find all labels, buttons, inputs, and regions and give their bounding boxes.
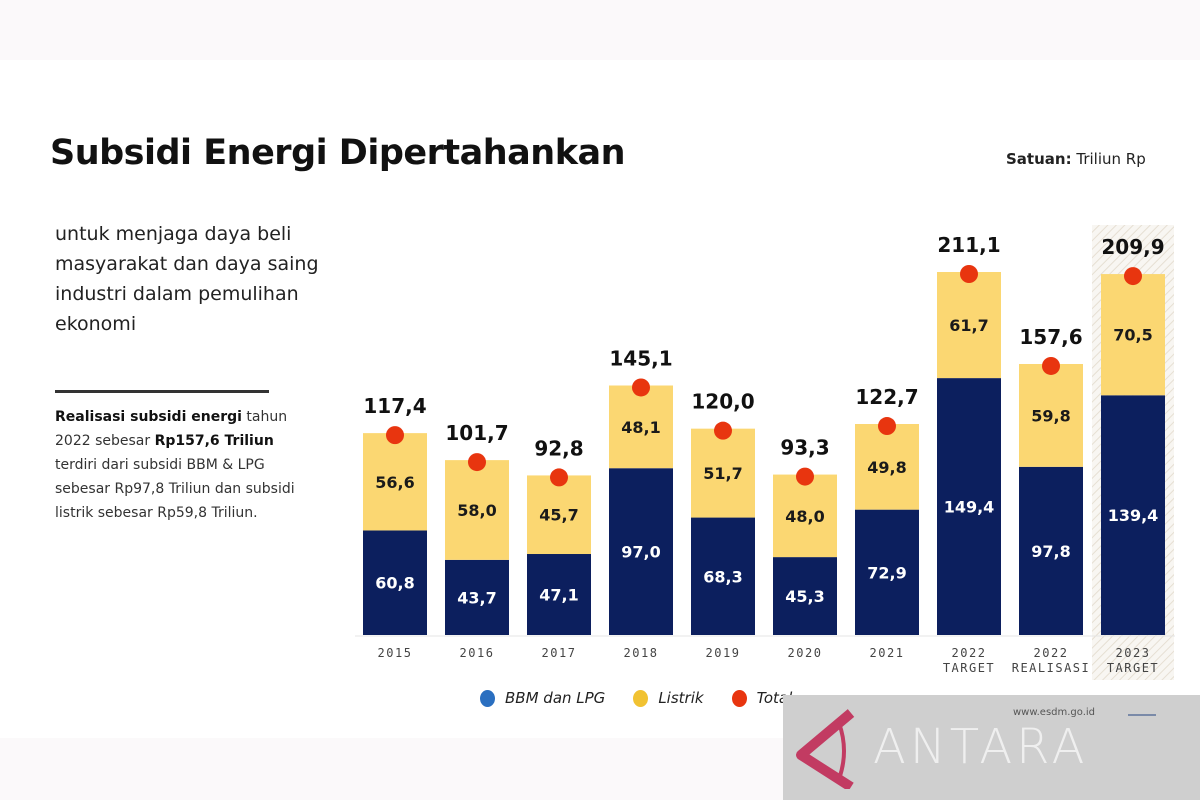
bar-listrik-7 xyxy=(937,272,1001,379)
label-total-1: 101,7 xyxy=(445,421,508,445)
x-tick-label-8-0: 2022 xyxy=(1034,646,1069,660)
x-tick-label-2-0: 2017 xyxy=(542,646,577,660)
summary-note: Realisasi subsidi energi tahun 2022 sebe… xyxy=(55,405,315,525)
total-dot-2 xyxy=(550,468,568,487)
label-bbm-1: 43,7 xyxy=(457,588,496,607)
x-tick-label-0-0: 2015 xyxy=(378,646,413,660)
label-total-3: 145,1 xyxy=(609,346,672,370)
bar-bbm-3 xyxy=(609,468,673,635)
x-tick-label-9-0: 2023 xyxy=(1116,646,1151,660)
label-bbm-8: 97,8 xyxy=(1031,542,1070,561)
label-listrik-6: 49,8 xyxy=(867,458,906,477)
note-bold-1: Realisasi subsidi energi xyxy=(55,409,242,425)
bar-bbm-8 xyxy=(1019,466,1083,635)
label-listrik-3: 48,1 xyxy=(621,418,660,437)
label-total-8: 157,6 xyxy=(1019,325,1082,349)
bar-bbm-5 xyxy=(773,557,837,635)
bar-listrik-0 xyxy=(363,433,427,531)
label-bbm-2: 47,1 xyxy=(539,586,578,605)
label-listrik-4: 51,7 xyxy=(703,464,742,483)
top-band xyxy=(0,0,1200,60)
note-bold-2: Rp157,6 Triliun xyxy=(154,433,274,449)
bar-listrik-4 xyxy=(691,428,755,518)
x-tick-label-6-0: 2021 xyxy=(870,646,905,660)
label-total-7: 211,1 xyxy=(937,233,1000,257)
label-bbm-5: 45,3 xyxy=(785,587,824,606)
label-total-0: 117,4 xyxy=(363,394,426,418)
antara-watermark: ANTARA www.esdm.go.id xyxy=(783,695,1200,800)
label-bbm-9: 139,4 xyxy=(1108,506,1159,525)
label-listrik-8: 59,8 xyxy=(1031,406,1070,425)
label-total-9: 209,9 xyxy=(1101,235,1164,259)
x-tick-label-7-1: TARGET xyxy=(943,661,995,675)
legend-item-listrik: Listrik xyxy=(633,689,704,707)
label-total-2: 92,8 xyxy=(534,436,583,460)
bar-bbm-0 xyxy=(363,530,427,635)
total-dot-0 xyxy=(386,426,404,445)
unit-label: Satuan: Triliun Rp xyxy=(1006,150,1146,168)
x-tick-label-1-0: 2016 xyxy=(460,646,495,660)
bar-listrik-6 xyxy=(855,424,919,510)
total-dot-8 xyxy=(1042,356,1060,375)
label-listrik-2: 45,7 xyxy=(539,506,578,525)
label-bbm-6: 72,9 xyxy=(867,563,906,582)
legend-label-listrik: Listrik xyxy=(658,689,704,707)
divider xyxy=(55,390,269,393)
legend: BBM dan LPG Listrik Total xyxy=(480,689,792,707)
bar-listrik-1 xyxy=(445,460,509,560)
bar-bbm-9 xyxy=(1101,395,1165,635)
label-bbm-4: 68,3 xyxy=(703,567,742,586)
total-dot-9 xyxy=(1124,267,1142,286)
total-dot-1 xyxy=(468,453,486,472)
label-listrik-7: 61,7 xyxy=(949,316,988,335)
x-tick-label-9-1: TARGET xyxy=(1107,661,1159,675)
source-underline xyxy=(1128,714,1156,716)
x-tick-label-5-0: 2020 xyxy=(788,646,823,660)
bar-listrik-2 xyxy=(527,475,591,555)
label-listrik-0: 56,6 xyxy=(375,473,414,492)
label-total-6: 122,7 xyxy=(855,385,918,409)
label-bbm-3: 97,0 xyxy=(621,543,660,562)
legend-swatch-listrik xyxy=(633,689,649,707)
bar-bbm-7 xyxy=(937,378,1001,635)
total-dot-4 xyxy=(714,421,732,440)
bar-listrik-9 xyxy=(1101,274,1165,396)
label-total-4: 120,0 xyxy=(691,390,754,414)
bar-bbm-6 xyxy=(855,509,919,635)
label-bbm-7: 149,4 xyxy=(944,498,995,517)
total-dot-5 xyxy=(796,467,814,486)
note-text-1: tahun 2022 sebesar xyxy=(55,409,288,449)
subtitle: untuk menjaga daya beli masyarakat dan d… xyxy=(55,223,319,335)
total-dot-7 xyxy=(960,265,978,283)
note-text-2: terdiri dari subsidi BBM & LPG sebesar R… xyxy=(55,457,295,521)
source-url: www.esdm.go.id xyxy=(1013,707,1096,718)
unit-label-key: Satuan: xyxy=(1006,150,1072,168)
label-bbm-0: 60,8 xyxy=(375,574,414,593)
label-listrik-9: 70,5 xyxy=(1113,326,1152,345)
unit-label-value: Triliun Rp xyxy=(1076,150,1146,168)
bar-listrik-8 xyxy=(1019,363,1083,467)
bar-listrik-3 xyxy=(609,385,673,469)
x-tick-label-3-0: 2018 xyxy=(624,646,659,660)
label-listrik-5: 48,0 xyxy=(785,507,824,526)
label-total-5: 93,3 xyxy=(780,436,829,460)
x-tick-label-7-0: 2022 xyxy=(952,646,987,660)
bar-bbm-1 xyxy=(445,559,509,635)
bar-bbm-2 xyxy=(527,554,591,635)
bar-listrik-5 xyxy=(773,474,837,558)
total-dot-6 xyxy=(878,417,896,436)
legend-swatch-total xyxy=(731,689,747,707)
bar-bbm-4 xyxy=(691,517,755,635)
legend-label-bbm: BBM dan LPG xyxy=(505,689,606,707)
total-dot-3 xyxy=(632,378,650,397)
antara-brand-text: ANTARA xyxy=(873,719,1089,775)
x-tick-label-4-0: 2019 xyxy=(706,646,741,660)
legend-item-bbm: BBM dan LPG xyxy=(480,689,605,707)
label-listrik-1: 58,0 xyxy=(457,501,496,520)
x-tick-label-8-1: REALISASI xyxy=(1012,661,1091,675)
antara-logo-icon xyxy=(796,709,855,789)
legend-swatch-bbm xyxy=(480,689,495,707)
chart-title: Subsidi Energi Dipertahankan xyxy=(50,133,626,173)
